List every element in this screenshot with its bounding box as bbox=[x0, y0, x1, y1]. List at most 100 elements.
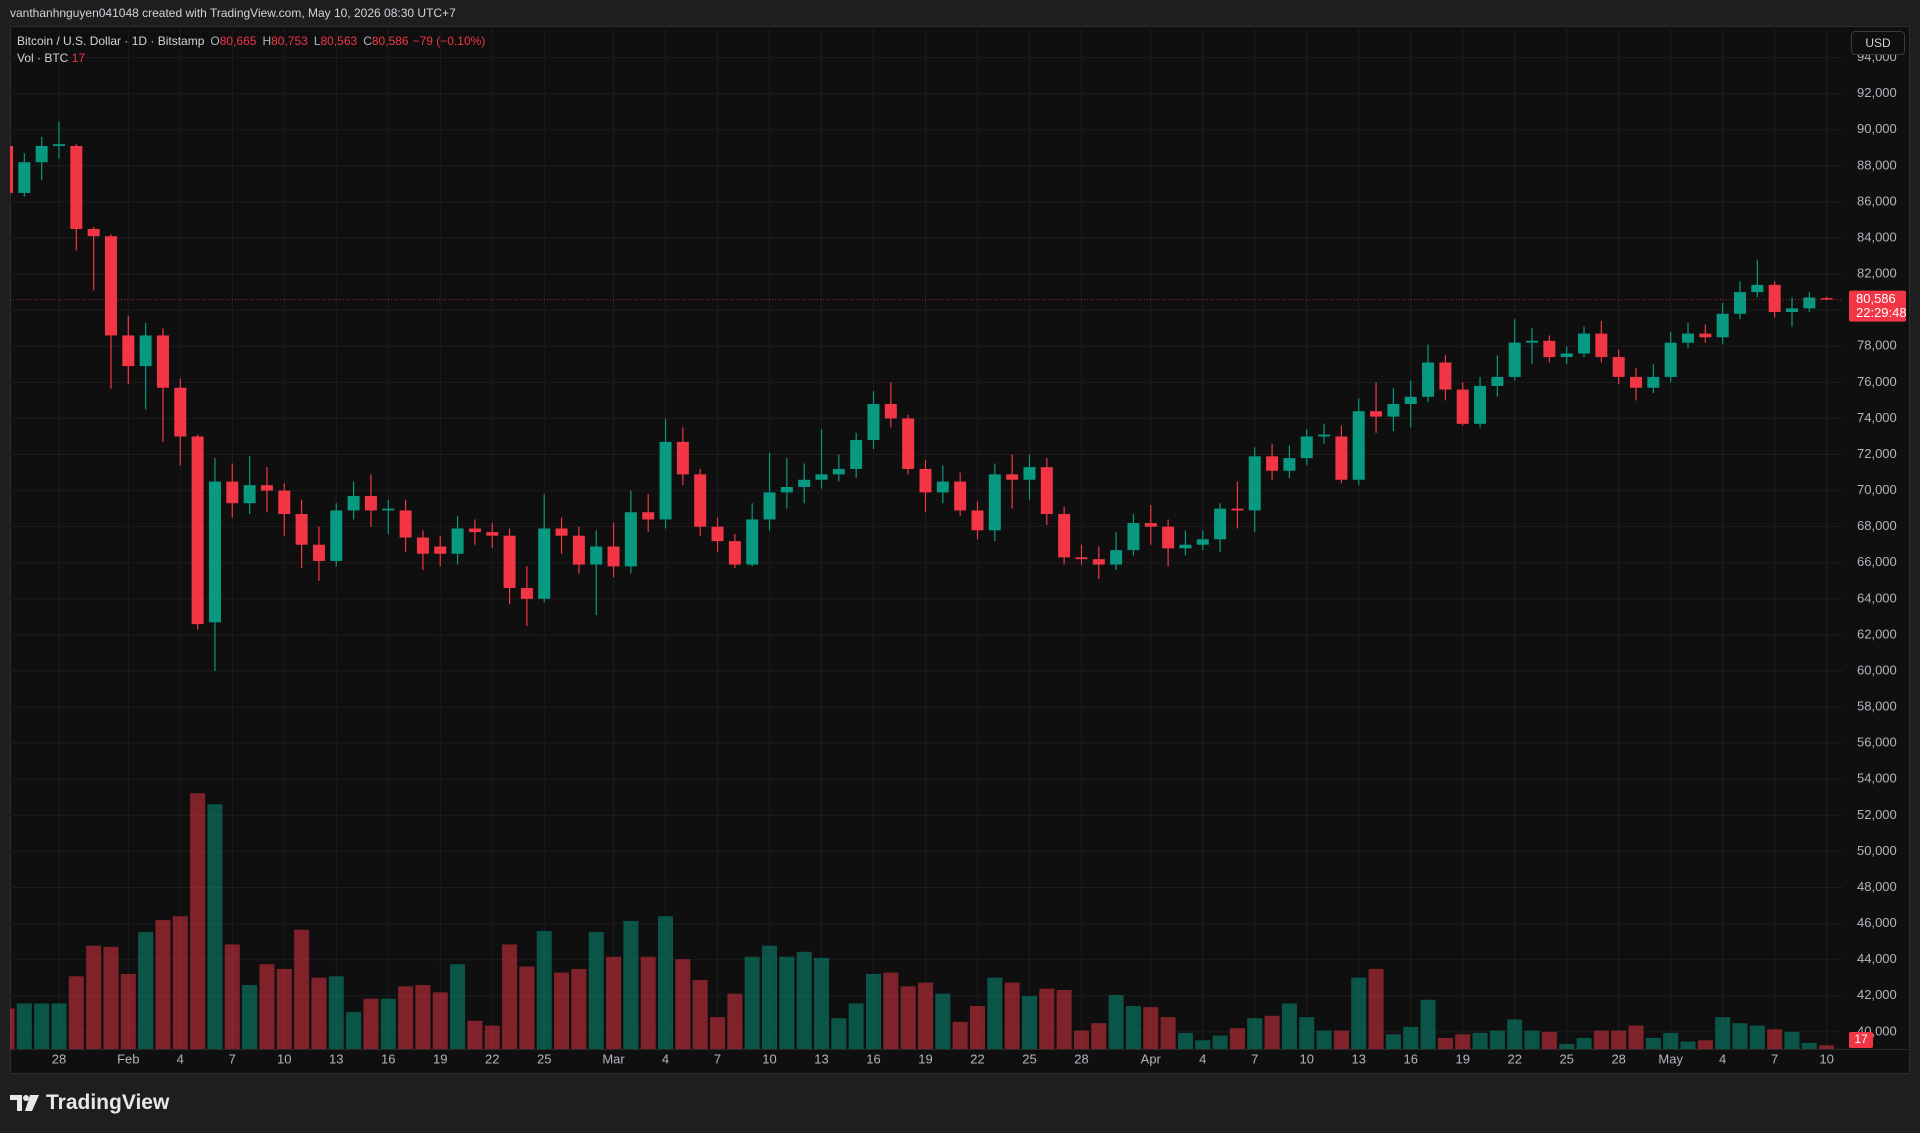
volume-bar bbox=[1680, 1041, 1696, 1049]
volume-bar bbox=[16, 1003, 32, 1049]
volume-bar bbox=[311, 977, 327, 1049]
volume-bar bbox=[1056, 989, 1072, 1049]
symbol: Bitcoin / U.S. Dollar · 1D · Bitstamp bbox=[17, 34, 205, 48]
y-tick-label: 72,000 bbox=[1857, 446, 1897, 461]
volume-bar bbox=[692, 980, 708, 1049]
candle-body bbox=[1179, 544, 1192, 549]
y-tick-label: 86,000 bbox=[1857, 193, 1897, 208]
plot bbox=[10, 121, 1843, 1049]
candle-body bbox=[1526, 340, 1539, 343]
candle-body bbox=[1595, 333, 1608, 358]
grid bbox=[10, 26, 1843, 1049]
candle-body bbox=[1231, 508, 1244, 511]
candle-body bbox=[226, 481, 239, 504]
candle-body bbox=[278, 490, 291, 515]
x-tick-label: 22 bbox=[970, 1051, 984, 1066]
y-tick-label: 50,000 bbox=[1857, 843, 1897, 858]
candle-body bbox=[295, 514, 308, 545]
volume-bar bbox=[1021, 996, 1037, 1049]
candle-body bbox=[1387, 403, 1400, 417]
volume-title: Vol · BTC bbox=[17, 51, 69, 65]
volume-bar bbox=[1472, 1032, 1488, 1049]
volume-bar bbox=[779, 956, 795, 1049]
candle-body bbox=[1768, 284, 1781, 312]
currency-button[interactable]: USD bbox=[1851, 31, 1905, 55]
candle-body bbox=[572, 535, 585, 565]
candle-body bbox=[988, 474, 1001, 531]
legend-key: O bbox=[210, 34, 220, 48]
candle-body bbox=[330, 510, 343, 561]
volume-bar bbox=[1784, 1031, 1800, 1049]
candle-body bbox=[122, 335, 135, 367]
candle-body bbox=[555, 528, 568, 536]
candle-body bbox=[1127, 523, 1140, 551]
x-tick-label: 19 bbox=[918, 1051, 932, 1066]
volume-bar bbox=[398, 986, 414, 1049]
candle-body bbox=[1578, 333, 1591, 354]
candle-body bbox=[711, 526, 724, 542]
candle-body bbox=[1716, 313, 1729, 338]
candle-body bbox=[1630, 376, 1643, 388]
volume-bar bbox=[1160, 1017, 1176, 1049]
volume-bar bbox=[1524, 1030, 1540, 1049]
x-tick-label: 10 bbox=[1819, 1051, 1833, 1066]
candle-body bbox=[1508, 342, 1521, 377]
volume-bar bbox=[1507, 1019, 1523, 1049]
y-tick-label: 64,000 bbox=[1857, 590, 1897, 605]
candle-body bbox=[434, 546, 447, 554]
volume-bar bbox=[1611, 1030, 1627, 1049]
volume-bar bbox=[415, 985, 431, 1049]
candle-body bbox=[1664, 342, 1677, 377]
candle-body bbox=[1439, 362, 1452, 390]
volume-bar bbox=[1663, 1032, 1679, 1049]
candle-body bbox=[624, 512, 637, 567]
x-tick-label: 22 bbox=[1507, 1051, 1521, 1066]
volume-bar bbox=[969, 1006, 985, 1049]
volume-bar bbox=[1576, 1037, 1592, 1049]
candle-body bbox=[1335, 436, 1348, 480]
volume-badge bbox=[1849, 1032, 1873, 1048]
last-price-box bbox=[1849, 290, 1906, 322]
volume-bar bbox=[571, 968, 587, 1049]
volume-bar bbox=[1333, 1030, 1349, 1049]
candle-body bbox=[1283, 458, 1296, 471]
brand-name: TradingView bbox=[46, 1091, 170, 1114]
volume-bar bbox=[1489, 1030, 1505, 1049]
x-tick-label: 25 bbox=[1559, 1051, 1573, 1066]
volume-bar bbox=[1541, 1031, 1557, 1049]
volume-bar bbox=[259, 964, 275, 1049]
candle-body bbox=[538, 528, 551, 599]
volume-bar bbox=[380, 998, 396, 1049]
volume-bar bbox=[1004, 982, 1020, 1049]
candle-body bbox=[1422, 362, 1435, 397]
volume-bar bbox=[744, 956, 760, 1049]
candle-body bbox=[1110, 550, 1123, 565]
candle-body bbox=[798, 479, 811, 487]
y-tick-label: 56,000 bbox=[1857, 735, 1897, 750]
volume-bar bbox=[1749, 1025, 1765, 1049]
candle-body bbox=[1699, 333, 1712, 338]
candle-body bbox=[104, 236, 117, 336]
candle-body bbox=[1058, 514, 1071, 558]
volume-bar bbox=[762, 945, 778, 1049]
volume-bar bbox=[10, 1008, 15, 1049]
candle-body bbox=[1162, 526, 1175, 549]
legend-value: 80,586 bbox=[371, 34, 409, 48]
x-tick-label: 22 bbox=[485, 1051, 499, 1066]
volume-bar bbox=[450, 964, 466, 1049]
candle-body bbox=[919, 468, 932, 493]
brand: TradingView bbox=[10, 1090, 169, 1116]
y-tick-label: 82,000 bbox=[1857, 266, 1897, 281]
volume-bar bbox=[883, 972, 899, 1049]
volume-bar bbox=[987, 977, 1003, 1049]
x-tick-label: 7 bbox=[229, 1051, 236, 1066]
y-tick-label: 60,000 bbox=[1857, 662, 1897, 677]
volume-bar bbox=[207, 804, 223, 1049]
x-tick-label: 7 bbox=[714, 1051, 721, 1066]
x-tick-label: 16 bbox=[381, 1051, 395, 1066]
candle-body bbox=[850, 440, 863, 469]
y-tick-label: 58,000 bbox=[1857, 699, 1897, 714]
volume-bar bbox=[1125, 1006, 1141, 1049]
volume-bar bbox=[1715, 1017, 1731, 1049]
candle-body bbox=[728, 541, 741, 565]
